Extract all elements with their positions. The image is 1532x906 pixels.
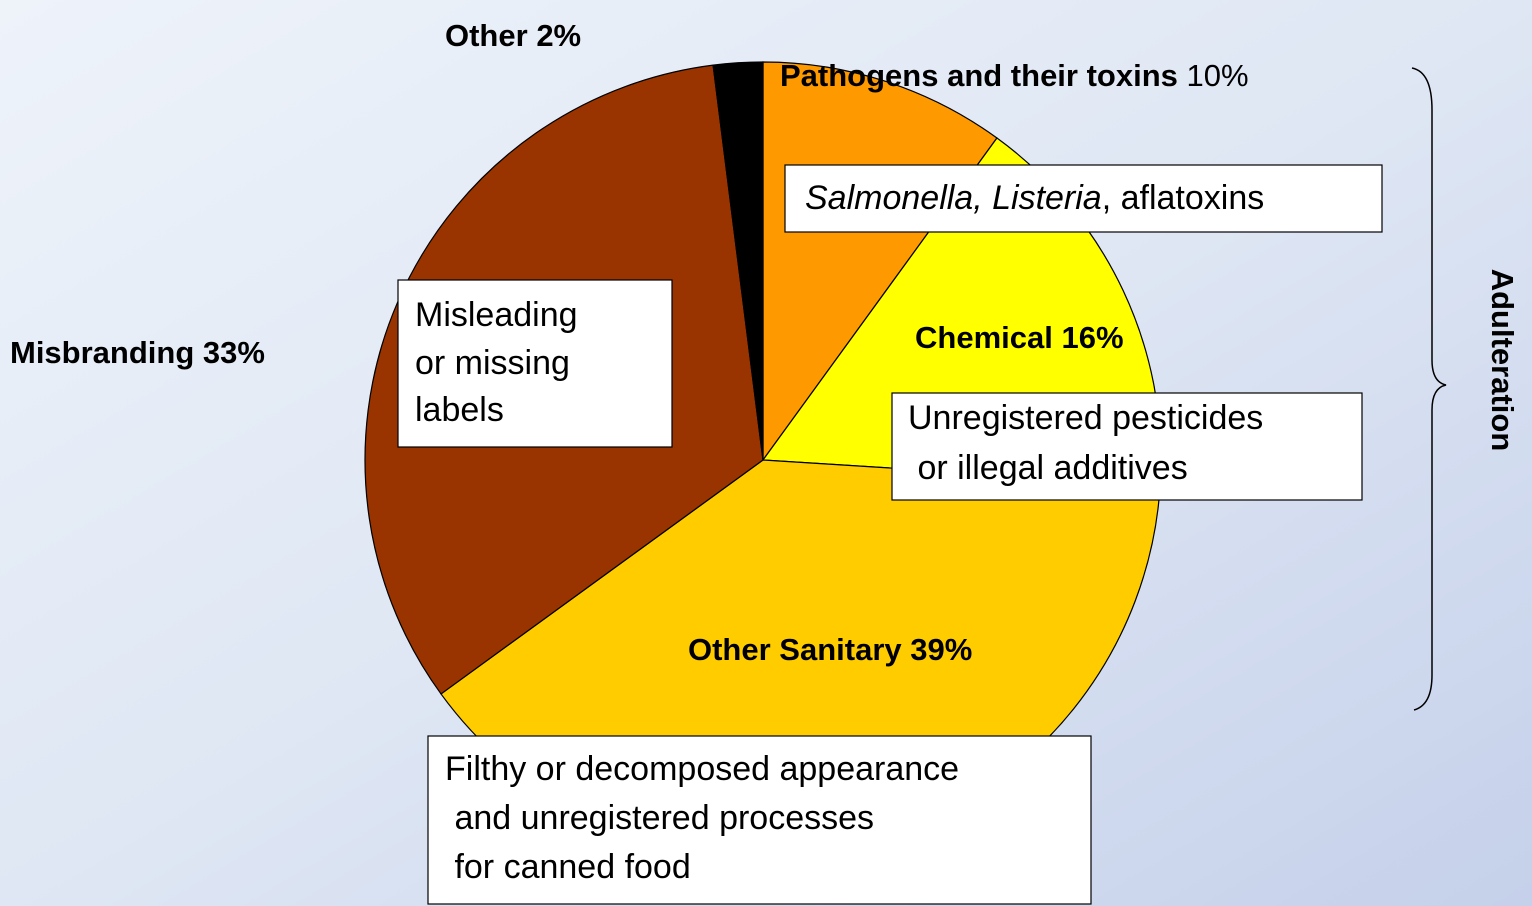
value-label: 33% <box>203 335 265 370</box>
annotation-box <box>397 279 673 448</box>
annotation-text: Unregistered pesticides <box>908 399 1263 437</box>
value-label: 2% <box>536 18 581 53</box>
annotation-text: and unregistered processes <box>445 799 874 837</box>
annotation-italic: Salmonella, Listeria <box>805 179 1102 217</box>
labels: Pathogens and their toxins 10% Chemical 1… <box>10 18 1383 905</box>
value-label: 16% <box>1061 320 1123 355</box>
annotation-text: Filthy or decomposed appearance <box>445 750 959 788</box>
group-label: Adulteration <box>1485 269 1520 452</box>
pie-slice <box>762 61 998 462</box>
annotation-box <box>784 164 1383 233</box>
category-name: Chemical <box>915 320 1053 355</box>
slice-label: Pathogens and their toxins 10% <box>780 58 1249 93</box>
annotation-text: Salmonella, Listeria, aflatoxins <box>805 179 1264 217</box>
slice-label: Other 2% <box>445 18 581 53</box>
annotation-text: Misleading <box>415 296 578 334</box>
value-label: 39% <box>910 632 972 667</box>
category-name: Pathogens and their toxins <box>780 58 1178 93</box>
slice-label: Other Sanitary 39% <box>688 632 972 667</box>
category-name: Other Sanitary <box>688 632 902 667</box>
annotation-text: for canned food <box>445 848 691 886</box>
annotation-text: or illegal additives <box>908 449 1188 487</box>
annotation-box <box>891 392 1363 501</box>
value-label: 10% <box>1187 58 1249 93</box>
annotation-rest: , aflatoxins <box>1102 179 1265 217</box>
annotation-text: or missing <box>415 344 570 382</box>
brace <box>1411 67 1447 711</box>
category-name: Other <box>445 18 528 53</box>
category-name: Misbranding <box>10 335 194 370</box>
annotation-text: labels <box>415 391 504 429</box>
pie-slice <box>712 61 764 461</box>
slice-label: Chemical 16% <box>915 320 1124 355</box>
slice-label: Misbranding 33% <box>10 335 265 370</box>
annotation-box <box>427 735 1092 905</box>
